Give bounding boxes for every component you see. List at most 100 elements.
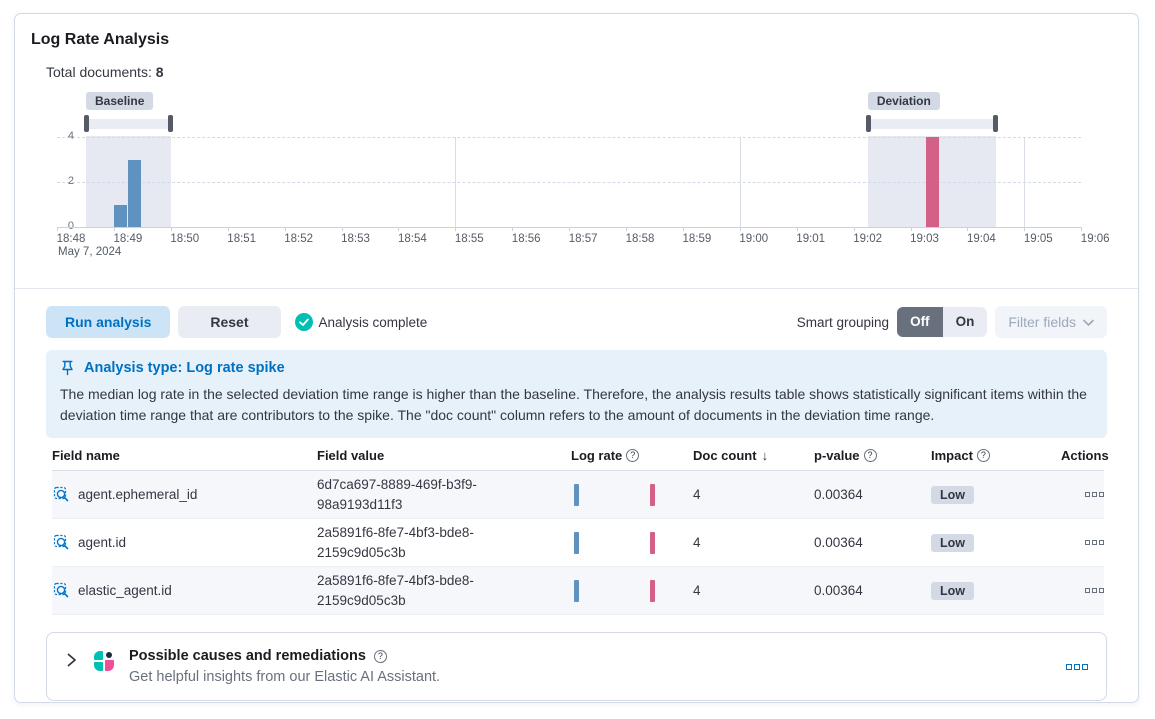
header-log-rate[interactable]: Log rate: [571, 448, 693, 463]
y-axis-label: 2: [67, 175, 74, 187]
header-p-value[interactable]: p-value: [814, 448, 931, 463]
analysis-type-callout: Analysis type: Log rate spike The median…: [46, 350, 1107, 438]
log-rate-deviation-bar: [650, 579, 655, 602]
p-value-cell: 0.00364: [814, 535, 863, 551]
expand-chevron-right-icon[interactable]: [65, 653, 78, 667]
x-axis-tick-label: 18:48: [56, 233, 86, 245]
analysis-status-label: Analysis complete: [318, 314, 428, 330]
y-gridline: [57, 137, 1082, 138]
doc-count-cell: 4: [693, 487, 701, 503]
baseline-badge: Baseline: [86, 92, 154, 110]
callout-title: Analysis type: Log rate spike: [84, 360, 285, 376]
x-axis-date-label: May 7, 2024: [58, 246, 122, 258]
x-axis-tick: [455, 227, 457, 231]
x-axis-tick-label: 18:55: [454, 233, 484, 245]
filter-fields-button[interactable]: Filter fields: [995, 306, 1107, 338]
y-axis-label: 4: [67, 130, 74, 142]
x-axis-tick-label: 18:52: [284, 233, 313, 245]
x-axis-tick: [967, 227, 969, 231]
x-axis-tick-label: 19:03: [910, 233, 939, 245]
analysis-results-table: Field name Field value Log rate Doc coun…: [52, 448, 1109, 616]
filter-in-icon: [53, 486, 69, 502]
x-axis-tick: [1024, 227, 1026, 231]
deviation-brush-handle-right[interactable]: [992, 115, 998, 132]
check-circle-icon: [294, 313, 313, 331]
impact-info-icon[interactable]: [976, 449, 990, 462]
p-value-cell: 0.00364: [814, 583, 863, 599]
x-axis-tick: [227, 227, 229, 231]
x-axis-tick-label: 18:49: [113, 233, 143, 245]
ai-panel-subtitle: Get helpful insights from our Elastic AI…: [129, 669, 441, 686]
ai-panel-title: Possible causes and remediations: [129, 648, 366, 665]
histogram-bar-deviation: [925, 137, 939, 227]
run-analysis-button[interactable]: Run analysis: [46, 306, 171, 338]
x-axis-tick: [796, 227, 798, 231]
filter-for-value-button[interactable]: [53, 486, 70, 503]
ai-panel-actions-icon[interactable]: [1064, 663, 1088, 670]
header-field-value[interactable]: Field value: [317, 448, 385, 463]
ai-assistant-panel: Possible causes and remediations Get hel…: [46, 632, 1107, 702]
log-rate-info-icon[interactable]: [626, 449, 640, 462]
filter-in-icon: [53, 583, 69, 598]
table-row: agent.id 2a5891f6-8fe7-4bf3-bde8-2159c9d0…: [52, 519, 1104, 568]
sort-descending-icon[interactable]: [762, 448, 769, 463]
deviation-brush[interactable]: [867, 119, 996, 129]
x-axis-tick-label: 18:56: [511, 233, 541, 245]
filter-in-icon: [53, 535, 69, 550]
baseline-brush-handle-right[interactable]: [167, 115, 173, 132]
x-axis-tick-label: 19:02: [853, 233, 882, 245]
smart-grouping-on-button[interactable]: On: [955, 314, 975, 329]
filter-for-value-button[interactable]: [53, 582, 70, 599]
x-axis-tick: [569, 227, 571, 231]
x-axis-tick-label: 18:58: [625, 233, 655, 245]
row-actions-icon[interactable]: [1083, 492, 1104, 498]
header-doc-count[interactable]: Doc count: [693, 448, 814, 463]
divider: [15, 288, 1138, 289]
x-axis-tick: [284, 227, 286, 231]
baseline-brush-handle-left[interactable]: [84, 115, 90, 132]
baseline-brush[interactable]: [86, 119, 171, 129]
row-actions-icon[interactable]: [1083, 588, 1104, 594]
doc-count-cell: 4: [693, 535, 701, 551]
x-axis-tick-label: 18:50: [170, 233, 200, 245]
x-axis-tick: [170, 227, 172, 231]
x-axis-tick: [341, 227, 343, 231]
reset-button[interactable]: Reset: [178, 306, 281, 338]
x-axis-tick: [853, 227, 855, 231]
log-rate-baseline-bar: [574, 531, 579, 554]
log-rate-baseline-bar: [574, 579, 579, 602]
row-actions-icon[interactable]: [1083, 540, 1104, 546]
x-axis-tick-label: 18:57: [568, 233, 598, 245]
x-axis-tick: [910, 227, 912, 231]
table-header-row: Field name Field value Log rate Doc coun…: [52, 448, 1109, 471]
header-impact[interactable]: Impact: [931, 448, 1061, 463]
table-row: agent.ephemeral_id 6d7ca697-8889-469f-b3f…: [52, 471, 1104, 520]
field-name-cell: agent.ephemeral_id: [78, 487, 198, 503]
impact-badge: Low: [931, 581, 974, 600]
x-axis-tick-label: 18:54: [398, 233, 427, 245]
filter-for-value-button[interactable]: [53, 534, 70, 551]
deviation-brush-handle-left[interactable]: [865, 115, 871, 132]
page-title: Log Rate Analysis: [31, 31, 170, 48]
x-axis-tick-label: 19:05: [1023, 233, 1053, 245]
log-rate-deviation-bar: [650, 531, 655, 554]
x-axis-tick: [398, 227, 400, 231]
v-gridline: [455, 137, 457, 227]
header-field-name[interactable]: Field name: [52, 448, 120, 463]
field-name-cell: agent.id: [78, 535, 127, 551]
total-documents: Total documents: 8: [46, 64, 1107, 80]
pin-icon: [62, 360, 73, 376]
p-value-info-icon[interactable]: [863, 449, 877, 462]
x-axis-tick: [512, 227, 514, 231]
y-axis-label: 0: [67, 220, 74, 232]
smart-grouping-label: Smart grouping: [796, 314, 890, 330]
header-actions: Actions: [1061, 448, 1109, 463]
ai-help-icon[interactable]: [373, 649, 387, 663]
callout-body: The median log rate in the selected devi…: [60, 386, 1087, 423]
y-gridline: [57, 182, 1082, 183]
log-rate-analysis-panel: Log Rate Analysis Total documents: 8 4 2 0…: [14, 13, 1139, 703]
filter-fields-label: Filter fields: [1008, 314, 1076, 330]
smart-grouping-off-button[interactable]: Off: [897, 307, 943, 337]
log-rate-deviation-bar: [650, 483, 655, 506]
x-axis-tick: [739, 227, 741, 231]
